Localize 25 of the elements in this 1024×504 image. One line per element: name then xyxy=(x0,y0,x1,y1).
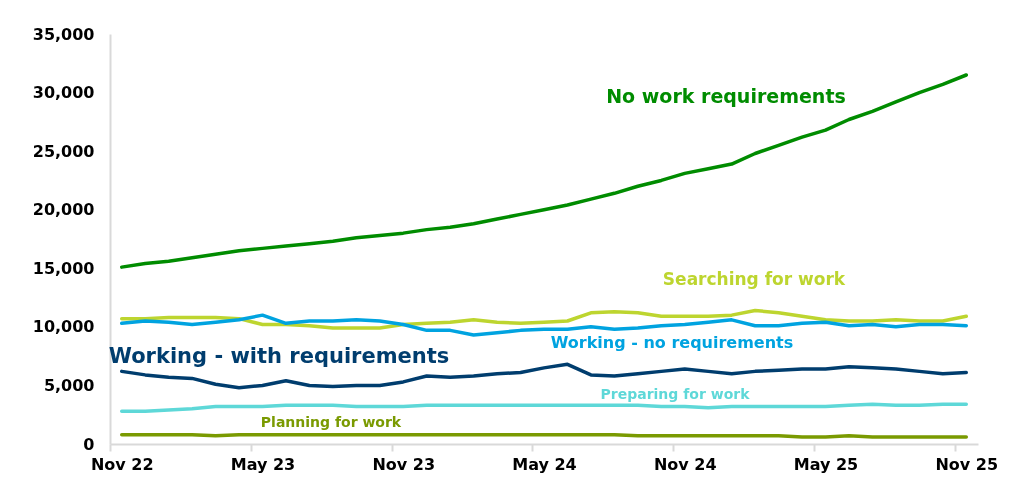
y-tick-label: 30,000 xyxy=(32,83,95,103)
y-tick-label: 20,000 xyxy=(32,200,95,220)
line-series xyxy=(119,308,969,330)
x-tick-label: Nov 24 xyxy=(653,454,717,474)
y-tick-label: 0 xyxy=(83,434,95,454)
y-tick-label: 35,000 xyxy=(32,24,95,44)
y-tick-label: 5,000 xyxy=(43,375,95,395)
series-label: Working - no requirements xyxy=(550,333,794,352)
x-tick-label: May 24 xyxy=(512,454,577,474)
y-tick-label: 25,000 xyxy=(32,141,95,161)
x-tick-label: Nov 22 xyxy=(90,454,154,474)
x-tick-label: May 23 xyxy=(230,454,296,474)
x-tick-label: May 25 xyxy=(793,454,859,474)
y-tick-label: 15,000 xyxy=(32,258,95,278)
x-tick-label: Nov 23 xyxy=(372,454,436,474)
series-label: No work requirements xyxy=(606,85,846,107)
series-label: Searching for work xyxy=(662,269,846,289)
x-tick-label: Nov 25 xyxy=(935,454,999,474)
line-series xyxy=(119,73,969,269)
series-label: Planning for work xyxy=(260,414,402,430)
series-label: Working - with requirements xyxy=(108,344,450,368)
line-series xyxy=(119,402,969,413)
y-tick-label: 10,000 xyxy=(32,317,95,337)
series-label: Preparing for work xyxy=(600,386,751,402)
line-series xyxy=(119,313,969,337)
